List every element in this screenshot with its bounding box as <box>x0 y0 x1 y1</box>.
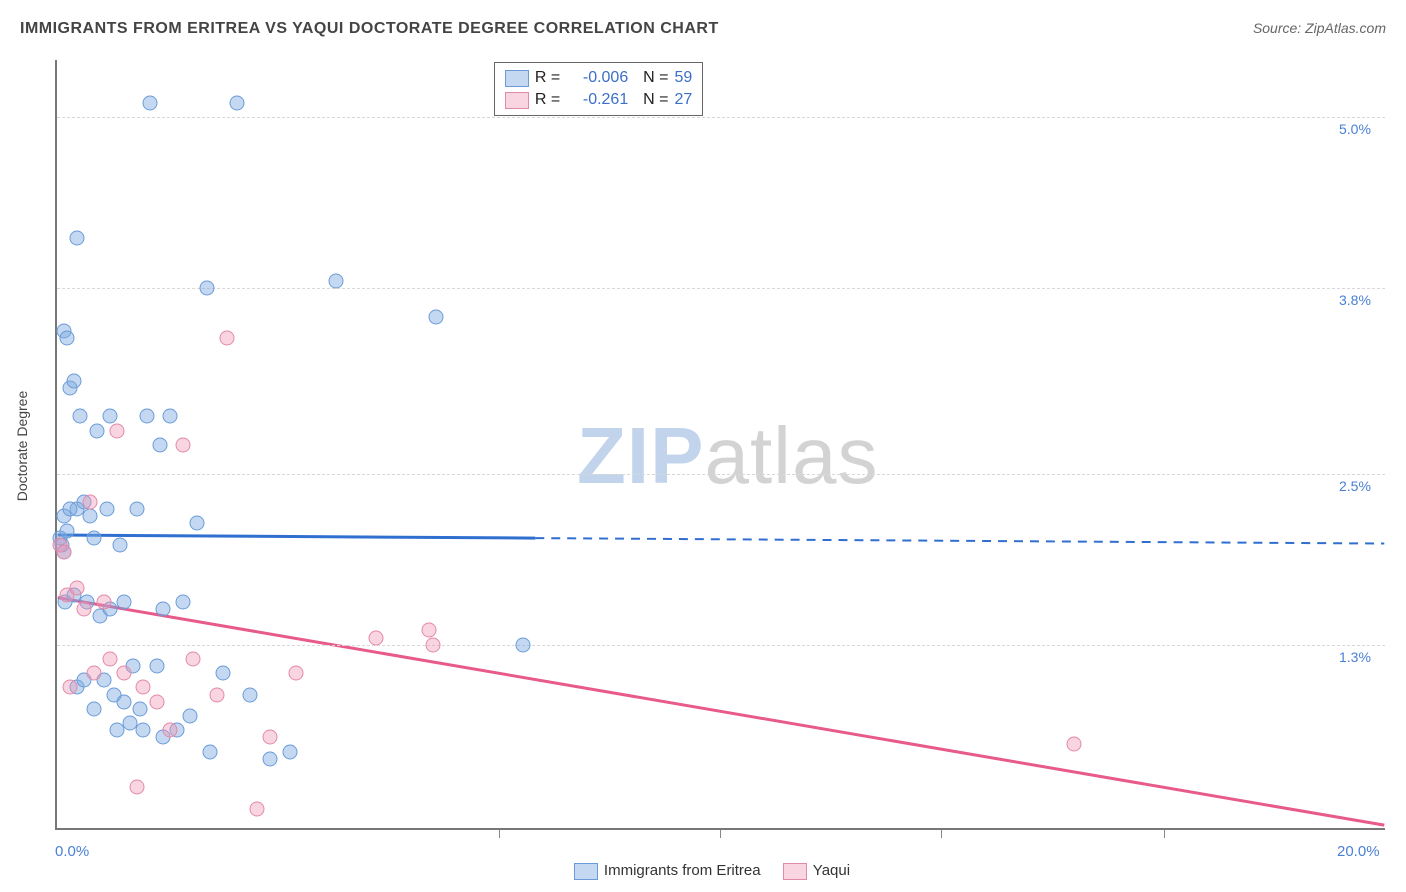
data-point <box>429 309 444 324</box>
legend-swatch <box>505 70 529 87</box>
data-point <box>83 495 98 510</box>
legend-swatch-2 <box>783 863 807 880</box>
legend-swatch <box>505 92 529 109</box>
data-point <box>189 516 204 531</box>
data-point <box>136 723 151 738</box>
data-point <box>116 594 131 609</box>
x-tick-mark <box>499 830 500 838</box>
gridline <box>57 645 1385 646</box>
data-point <box>219 331 234 346</box>
data-point <box>176 594 191 609</box>
gridline <box>57 474 1385 475</box>
data-point <box>116 666 131 681</box>
data-point <box>96 594 111 609</box>
data-point <box>183 708 198 723</box>
chart-title: IMMIGRANTS FROM ERITREA VS YAQUI DOCTORA… <box>20 20 719 38</box>
data-point <box>116 694 131 709</box>
y-tick: 5.0% <box>1339 121 1371 137</box>
legend-label-1: Immigrants from Eritrea <box>604 862 761 879</box>
data-point <box>149 659 164 674</box>
data-point <box>143 95 158 110</box>
data-point <box>86 701 101 716</box>
data-point <box>1067 737 1082 752</box>
plot-area: ZIPatlas <box>55 60 1385 830</box>
data-point <box>76 601 91 616</box>
data-point <box>109 423 124 438</box>
data-point <box>63 502 78 517</box>
data-point <box>515 637 530 652</box>
x-tick-min: 0.0% <box>55 843 89 860</box>
data-point <box>133 701 148 716</box>
stats-row: R = -0.006 N = 59 <box>505 67 692 89</box>
data-point <box>199 281 214 296</box>
data-point <box>83 509 98 524</box>
data-point <box>176 438 191 453</box>
x-tick-max: 20.0% <box>1337 843 1380 860</box>
data-point <box>202 744 217 759</box>
watermark: ZIPatlas <box>577 410 878 502</box>
watermark-atlas: atlas <box>704 411 878 500</box>
x-tick-mark <box>720 830 721 838</box>
y-tick: 1.3% <box>1339 649 1371 665</box>
data-point <box>163 723 178 738</box>
data-point <box>153 438 168 453</box>
data-point <box>209 687 224 702</box>
legend-label-2: Yaqui <box>813 862 850 879</box>
data-point <box>282 744 297 759</box>
data-point <box>422 623 437 638</box>
data-point <box>329 274 344 289</box>
y-axis-label: Doctorate Degree <box>14 391 30 502</box>
data-point <box>69 580 84 595</box>
data-point <box>139 409 154 424</box>
data-point <box>69 231 84 246</box>
series-legend: Immigrants from Eritrea Yaqui <box>0 862 1406 880</box>
data-point <box>59 331 74 346</box>
data-point <box>186 651 201 666</box>
data-point <box>66 373 81 388</box>
watermark-zip: ZIP <box>577 411 704 500</box>
data-point <box>136 680 151 695</box>
stats-legend: R = -0.006 N = 59 R = -0.261 N = 27 <box>494 62 703 116</box>
data-point <box>249 801 264 816</box>
data-point <box>369 630 384 645</box>
data-point <box>242 687 257 702</box>
trend-lines <box>57 60 1385 828</box>
data-point <box>216 666 231 681</box>
data-point <box>289 666 304 681</box>
y-tick: 3.8% <box>1339 292 1371 308</box>
data-point <box>56 544 71 559</box>
data-point <box>163 409 178 424</box>
x-tick-mark <box>941 830 942 838</box>
legend-swatch-1 <box>574 863 598 880</box>
data-point <box>262 751 277 766</box>
data-point <box>99 502 114 517</box>
data-point <box>229 95 244 110</box>
data-point <box>129 502 144 517</box>
data-point <box>103 651 118 666</box>
data-point <box>113 537 128 552</box>
data-point <box>73 409 88 424</box>
data-point <box>156 601 171 616</box>
data-point <box>89 423 104 438</box>
data-point <box>86 530 101 545</box>
data-point <box>63 680 78 695</box>
data-point <box>103 409 118 424</box>
data-point <box>149 694 164 709</box>
data-point <box>129 780 144 795</box>
gridline <box>57 117 1385 118</box>
x-tick-mark <box>1164 830 1165 838</box>
gridline <box>57 288 1385 289</box>
data-point <box>59 523 74 538</box>
y-tick: 2.5% <box>1339 478 1371 494</box>
source-label: Source: ZipAtlas.com <box>1253 20 1386 36</box>
data-point <box>86 666 101 681</box>
stats-row: R = -0.261 N = 27 <box>505 89 692 111</box>
data-point <box>425 637 440 652</box>
data-point <box>262 730 277 745</box>
